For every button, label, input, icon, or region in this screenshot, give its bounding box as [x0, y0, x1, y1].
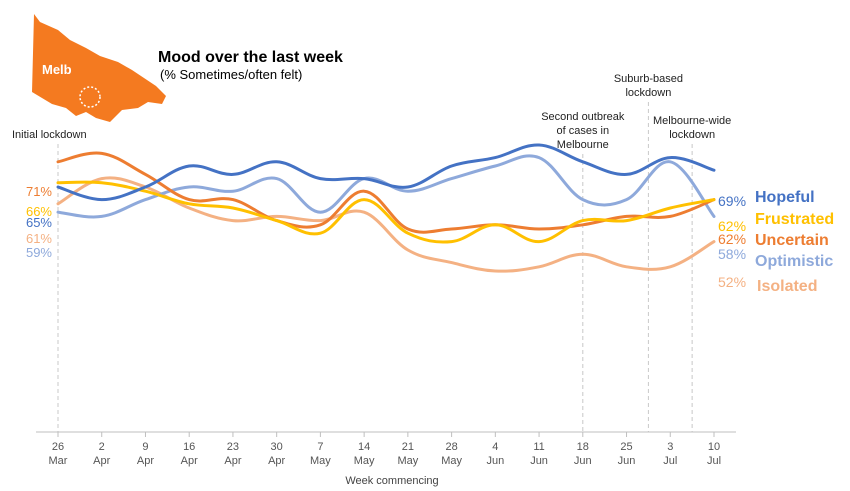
end-value-label: 69% — [718, 193, 746, 209]
series-line-isolated — [56, 176, 716, 273]
annotation-text: Melbourne — [557, 139, 609, 151]
x-tick-label-month: May — [397, 455, 418, 467]
x-tick-label-day: 26 — [52, 441, 64, 453]
x-tick-label-day: 11 — [533, 441, 544, 453]
x-tick-label-day: 18 — [577, 441, 589, 453]
x-tick-label-day: 23 — [227, 441, 239, 453]
x-tick-label-month: May — [354, 455, 375, 467]
x-tick-label-month: Jun — [618, 455, 636, 467]
x-tick-label-day: 7 — [317, 441, 323, 453]
chart-subtitle: (% Sometimes/often felt) — [160, 67, 302, 82]
annotations-group: Initial lockdown Second outbreak of cases … — [12, 73, 731, 432]
start-value-label: 71% — [26, 184, 52, 199]
annotation-text: Melbourne-wide — [653, 115, 731, 127]
series-line-hopeful — [56, 143, 716, 202]
end-value-label: 58% — [718, 246, 746, 262]
x-tick-label-month: Jul — [707, 455, 721, 467]
legend-optimistic: Optimistic — [755, 253, 833, 270]
x-tick-label-month: Apr — [224, 455, 241, 467]
annotation-text: lockdown — [625, 87, 671, 99]
series-group — [56, 143, 716, 273]
x-tick-label-day: 10 — [708, 441, 720, 453]
x-tick-label-month: Jun — [530, 455, 548, 467]
end-value-label: 52% — [718, 274, 746, 290]
series-labels-group: 65% 69% Hopeful 59% 58% Optimistic 66% 62% Frust… — [26, 184, 834, 295]
x-tick-label-month: Apr — [93, 455, 110, 467]
annotation-text: of cases in — [557, 125, 610, 137]
x-tick-label-month: Jun — [486, 455, 504, 467]
x-tick-label-month: Jun — [574, 455, 592, 467]
start-value-label: 65% — [26, 215, 52, 230]
series-line-frustrated — [56, 180, 716, 244]
x-tick-label-day: 3 — [667, 441, 673, 453]
x-tick-label-day: 21 — [402, 441, 414, 453]
x-axis-label: Week commencing — [345, 475, 438, 487]
x-tick-label-month: Mar — [49, 455, 68, 467]
legend-isolated: Isolated — [757, 278, 817, 295]
x-tick-label-month: Jul — [663, 455, 677, 467]
legend-uncertain: Uncertain — [755, 232, 829, 249]
x-tick-label-day: 4 — [492, 441, 498, 453]
start-value-label: 66% — [26, 204, 52, 219]
x-tick-label-month: Apr — [181, 455, 198, 467]
x-tick-label-day: 25 — [620, 441, 632, 453]
map-label: Melb — [42, 62, 72, 77]
legend-hopeful: Hopeful — [755, 189, 815, 206]
x-tick-label-day: 16 — [183, 441, 195, 453]
end-value-label: 62% — [718, 218, 746, 234]
x-tick-label-month: May — [441, 455, 462, 467]
annotation-text: Initial lockdown — [12, 129, 87, 141]
x-tick-label-month: May — [310, 455, 331, 467]
chart-title: Mood over the last week — [158, 49, 343, 66]
x-tick-label-day: 14 — [358, 441, 370, 453]
x-axis-ticks: 26 Mar 2 Apr 9 Apr 16 Apr 23 Apr 30 Apr 7 May 14 May 21 M… — [49, 432, 721, 467]
x-tick-label-day: 30 — [271, 441, 283, 453]
x-tick-label-day: 9 — [142, 441, 148, 453]
x-tick-label-day: 2 — [99, 441, 105, 453]
annotation-text: Suburb-based — [614, 73, 683, 85]
start-value-label: 61% — [26, 231, 52, 246]
end-value-label: 62% — [718, 231, 746, 247]
victoria-map-icon: Melb — [32, 14, 166, 122]
annotation-text: Second outbreak — [541, 111, 625, 123]
legend-frustrated: Frustrated — [755, 211, 834, 228]
x-tick-label-month: Apr — [137, 455, 154, 467]
x-tick-label-month: Apr — [268, 455, 285, 467]
annotation-text: lockdown — [669, 129, 715, 141]
x-tick-label-day: 28 — [445, 441, 457, 453]
start-value-label: 59% — [26, 245, 52, 260]
